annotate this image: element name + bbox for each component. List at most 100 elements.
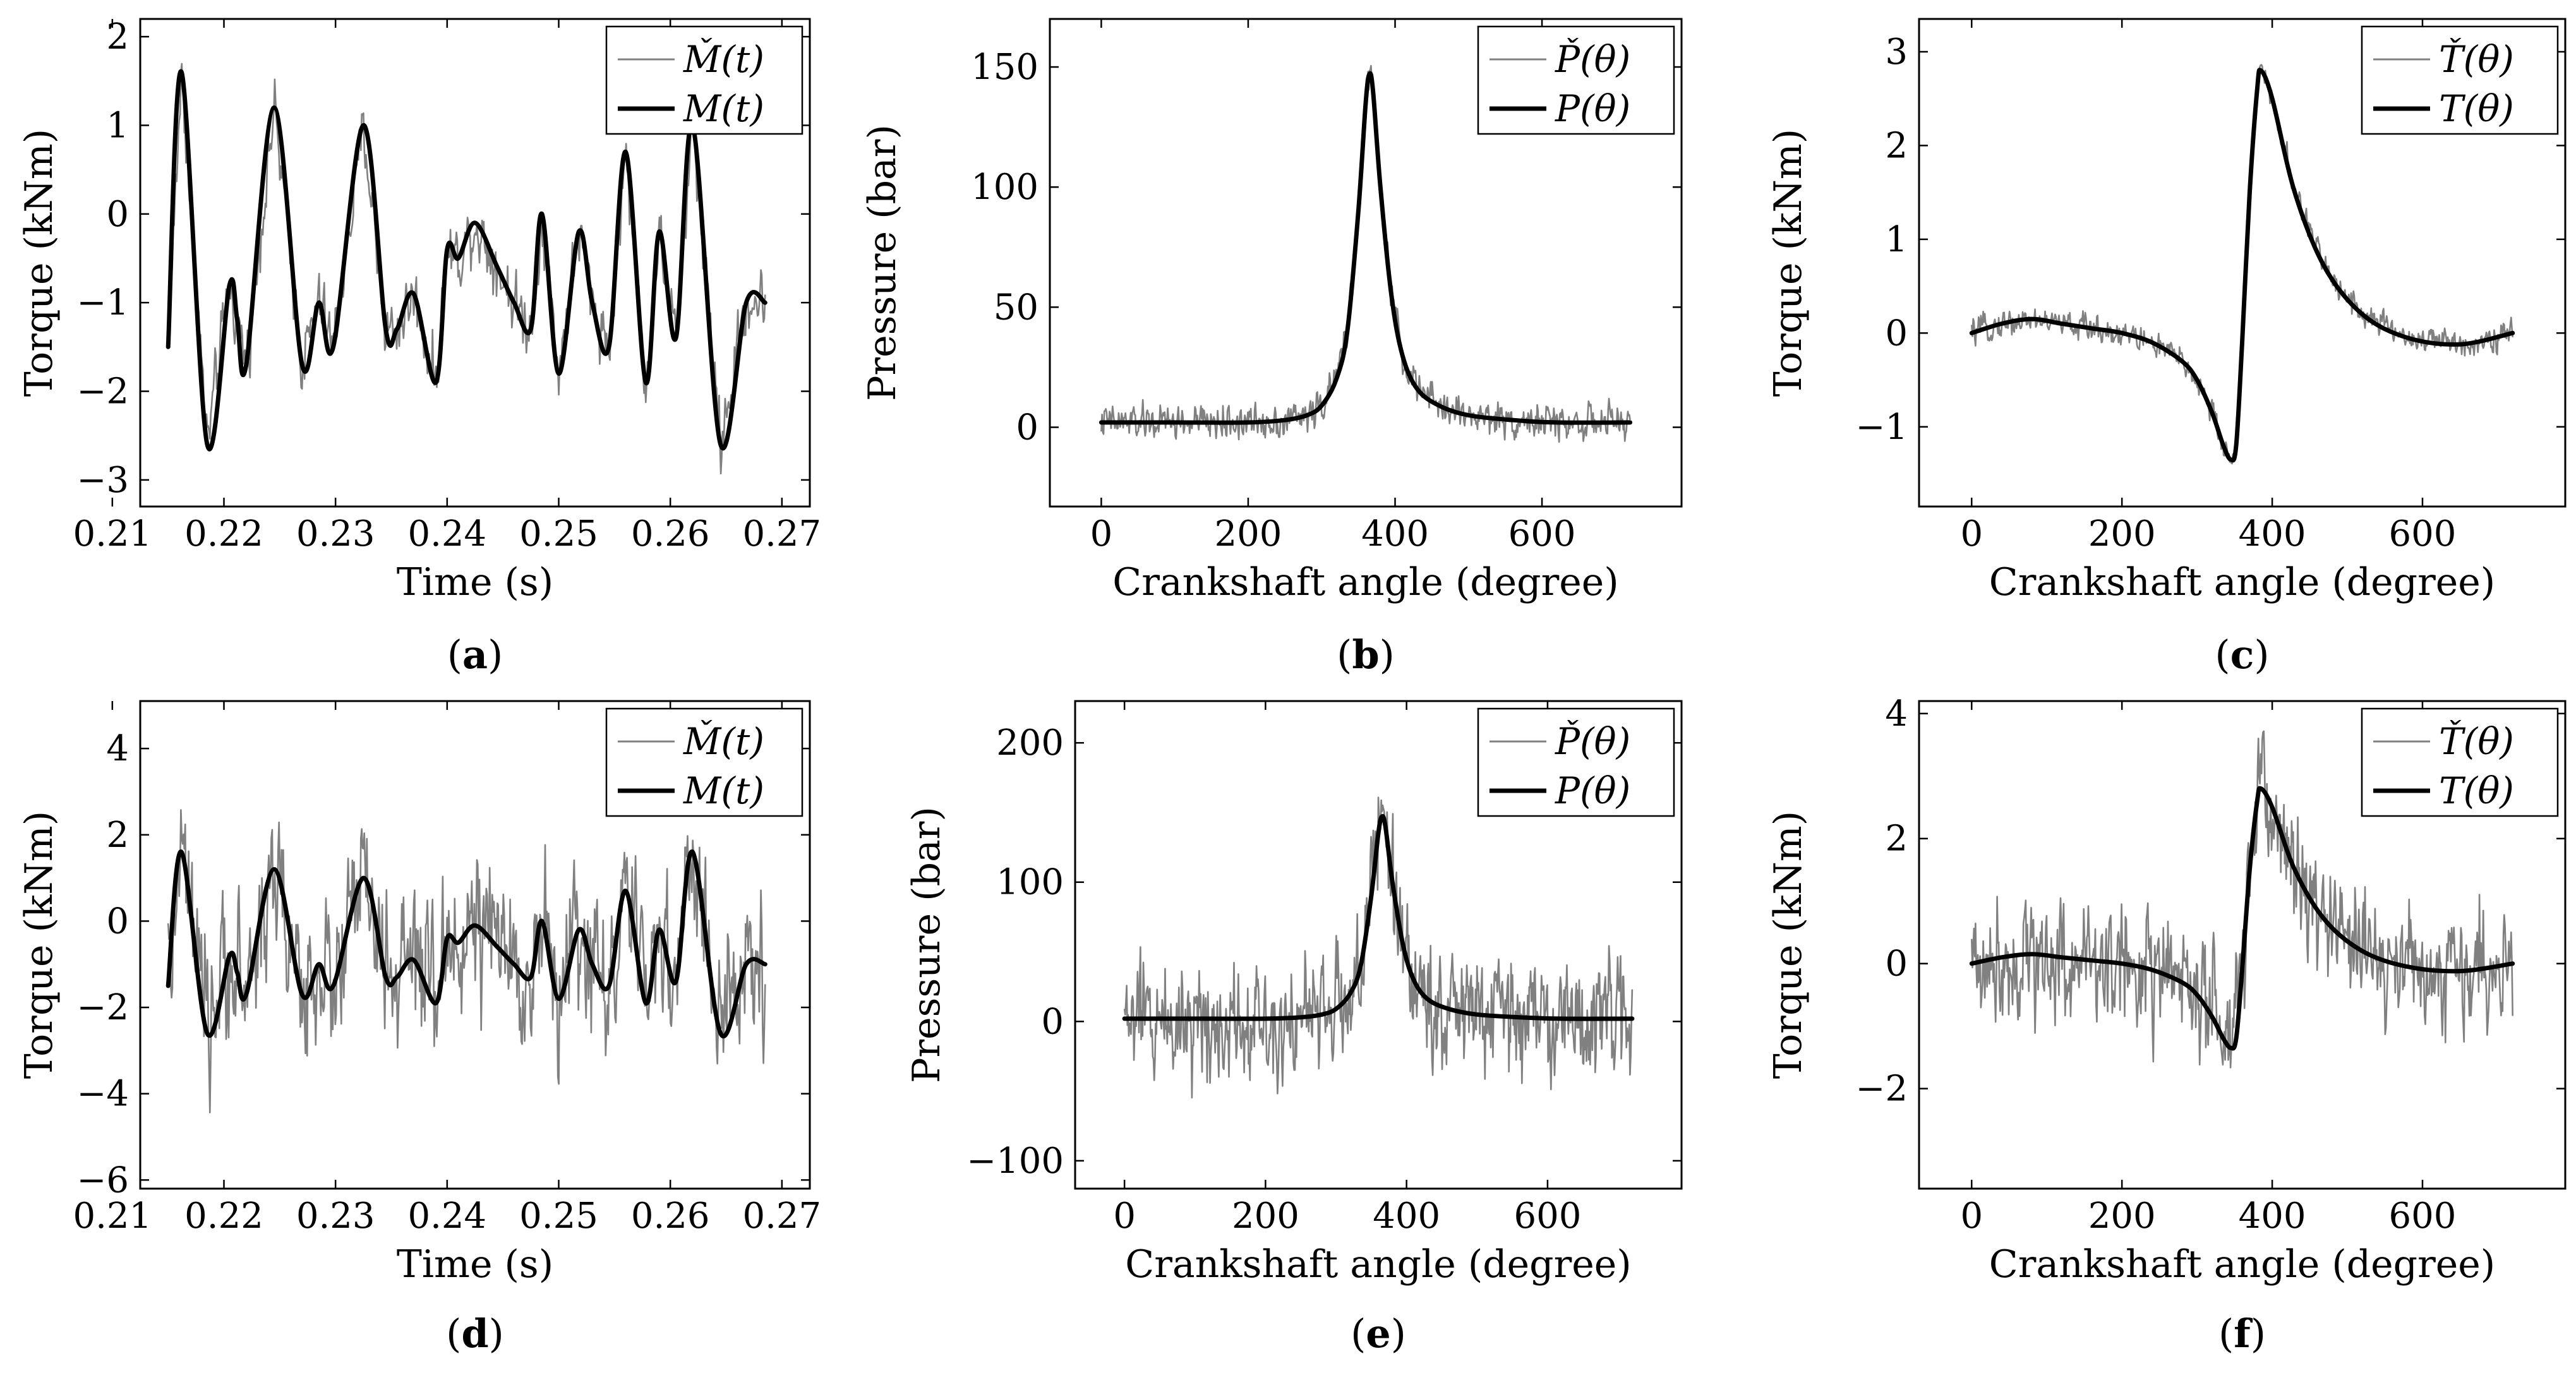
y-tick-label: −6 bbox=[76, 1160, 129, 1201]
x-tick-label: 200 bbox=[1232, 1196, 1299, 1237]
x-tick-label: 0.21 bbox=[73, 1196, 152, 1237]
x-tick-label: 0.23 bbox=[296, 1196, 375, 1237]
y-axis-label: Pressure (bar) bbox=[905, 807, 949, 1083]
y-tick-label: 100 bbox=[971, 167, 1038, 208]
x-tick-label: 0 bbox=[1960, 1196, 1983, 1237]
x-tick-label: 200 bbox=[2088, 513, 2156, 555]
x-tick-label: 600 bbox=[2389, 513, 2457, 555]
series-line-smooth bbox=[1098, 71, 1633, 425]
plot-frame bbox=[1918, 18, 2567, 508]
y-axis-label: Pressure (bar) bbox=[860, 124, 905, 401]
x-axis-label: Crankshaft angle (degree) bbox=[1125, 1242, 1631, 1287]
legend-label-smooth: P(θ) bbox=[1555, 769, 1630, 812]
legend-label-smooth: M(t) bbox=[683, 769, 764, 812]
y-tick-label: −2 bbox=[1855, 1069, 1908, 1110]
legend-label-noisy: P̌(θ) bbox=[1555, 37, 1630, 81]
legend: P̌(θ) P(θ) bbox=[1477, 707, 1675, 817]
y-tick-label: 1 bbox=[1885, 219, 1908, 260]
y-tick-label: −1 bbox=[1855, 407, 1908, 448]
y-axis-label: Torque (kNm) bbox=[17, 129, 61, 397]
y-tick-label: −2 bbox=[76, 371, 129, 412]
y-tick-label: 150 bbox=[971, 47, 1038, 88]
x-tick-label: 400 bbox=[2239, 1196, 2306, 1237]
y-tick-label: 50 bbox=[994, 287, 1038, 328]
x-tick-label: 200 bbox=[2088, 1196, 2156, 1237]
y-axis-label: Torque (kNm) bbox=[1766, 129, 1810, 397]
plot-data bbox=[1098, 64, 1633, 443]
y-tick-label: 2 bbox=[106, 16, 129, 57]
x-tick-label: 0.25 bbox=[519, 513, 598, 555]
x-tick-label: 600 bbox=[2389, 1196, 2457, 1237]
y-tick-label: −1 bbox=[76, 282, 129, 323]
y-tick-label: −2 bbox=[76, 987, 129, 1028]
y-tick-label: 0 bbox=[106, 194, 129, 235]
plot-data bbox=[1969, 730, 2515, 1069]
y-tick-label: 2 bbox=[106, 815, 129, 856]
legend-box bbox=[1477, 25, 1675, 135]
y-tick-label: 0 bbox=[1041, 1001, 1064, 1042]
x-tick-label: 0.21 bbox=[73, 513, 152, 555]
series-line-smooth bbox=[166, 849, 767, 1038]
legend-label-noisy: M̌(t) bbox=[683, 719, 764, 763]
panel-label: (b) bbox=[1337, 632, 1395, 678]
y-axis-label: Torque (kNm) bbox=[1766, 811, 1810, 1079]
y-tick-label: 4 bbox=[1885, 693, 1908, 735]
chart-panel-e: 0 200 400 600 −100 0 100 200 Crankshaft angle (d… bbox=[905, 700, 1683, 1357]
legend-label-smooth: P(θ) bbox=[1555, 87, 1630, 130]
panel-label: (c) bbox=[2215, 632, 2269, 678]
chart-panel-f: 0 200 400 600 −2 0 2 4 Crankshaft angle (degree)… bbox=[1766, 693, 2567, 1357]
x-tick-label: 0 bbox=[1113, 1196, 1136, 1237]
legend: Ť(θ) T(θ) bbox=[2361, 707, 2559, 817]
y-tick-label: 1 bbox=[106, 105, 129, 146]
legend-label-noisy: Ť(θ) bbox=[2439, 38, 2514, 81]
x-tick-label: 0.27 bbox=[742, 513, 821, 555]
x-axis-label: Time (s) bbox=[397, 560, 553, 604]
plot-frame bbox=[139, 700, 811, 1190]
y-tick-label: −3 bbox=[76, 460, 129, 501]
chart-panel-d: 0.21 0.22 0.23 0.24 0.25 0.26 0.27 −6 −4 −2 0 2 4 Tim… bbox=[17, 700, 821, 1357]
panel-label: (d) bbox=[446, 1311, 504, 1357]
x-tick-label: 0.25 bbox=[519, 1196, 598, 1237]
plot-frame bbox=[139, 18, 811, 508]
x-tick-label: 0.22 bbox=[184, 513, 263, 555]
y-tick-label: 3 bbox=[1885, 32, 1908, 73]
y-tick-label: 0 bbox=[1016, 407, 1038, 448]
x-tick-label: 0.22 bbox=[184, 1196, 263, 1237]
y-tick-label: −4 bbox=[76, 1074, 129, 1115]
plot-data bbox=[166, 63, 767, 475]
x-tick-label: 0.27 bbox=[742, 1196, 821, 1237]
legend: P̌(θ) P(θ) bbox=[1477, 25, 1675, 135]
panel-label: (f) bbox=[2218, 1311, 2266, 1357]
chart-panel-b: 0 200 400 600 0 50 100 150 Crankshaft angle (deg… bbox=[860, 18, 1683, 678]
series-line-noisy bbox=[167, 809, 766, 1113]
x-tick-label: 400 bbox=[2239, 513, 2306, 555]
y-tick-label: 100 bbox=[996, 862, 1064, 903]
y-tick-label: −100 bbox=[966, 1141, 1064, 1182]
x-tick-label: 400 bbox=[1361, 513, 1429, 555]
series-line-smooth bbox=[1122, 813, 1635, 1021]
panel-label: (a) bbox=[447, 632, 503, 678]
y-axis-label: Torque (kNm) bbox=[17, 811, 61, 1079]
legend-label-smooth: T(θ) bbox=[2439, 87, 2514, 130]
legend-box bbox=[2361, 707, 2559, 817]
legend-label-smooth: M(t) bbox=[683, 87, 764, 130]
legend-box bbox=[605, 25, 803, 135]
legend: Ť(θ) T(θ) bbox=[2361, 25, 2559, 135]
y-tick-label: 200 bbox=[996, 723, 1064, 764]
series-line-smooth bbox=[1969, 68, 2515, 463]
x-tick-label: 0.26 bbox=[631, 1196, 710, 1237]
y-tick-label: 0 bbox=[1885, 944, 1908, 985]
y-tick-label: 4 bbox=[106, 728, 129, 769]
legend-box bbox=[2361, 25, 2559, 135]
x-tick-label: 600 bbox=[1508, 513, 1576, 555]
legend: M̌(t) M(t) bbox=[605, 25, 803, 135]
x-tick-label: 0.26 bbox=[631, 513, 710, 555]
series-line-smooth bbox=[166, 69, 767, 452]
y-tick-label: 2 bbox=[1885, 125, 1908, 166]
panel-label: (e) bbox=[1351, 1311, 1406, 1357]
y-tick-label: 0 bbox=[106, 901, 129, 942]
plot-data bbox=[1122, 796, 1635, 1099]
legend-label-noisy: Ť(θ) bbox=[2439, 720, 2514, 763]
x-tick-label: 600 bbox=[1514, 1196, 1581, 1237]
